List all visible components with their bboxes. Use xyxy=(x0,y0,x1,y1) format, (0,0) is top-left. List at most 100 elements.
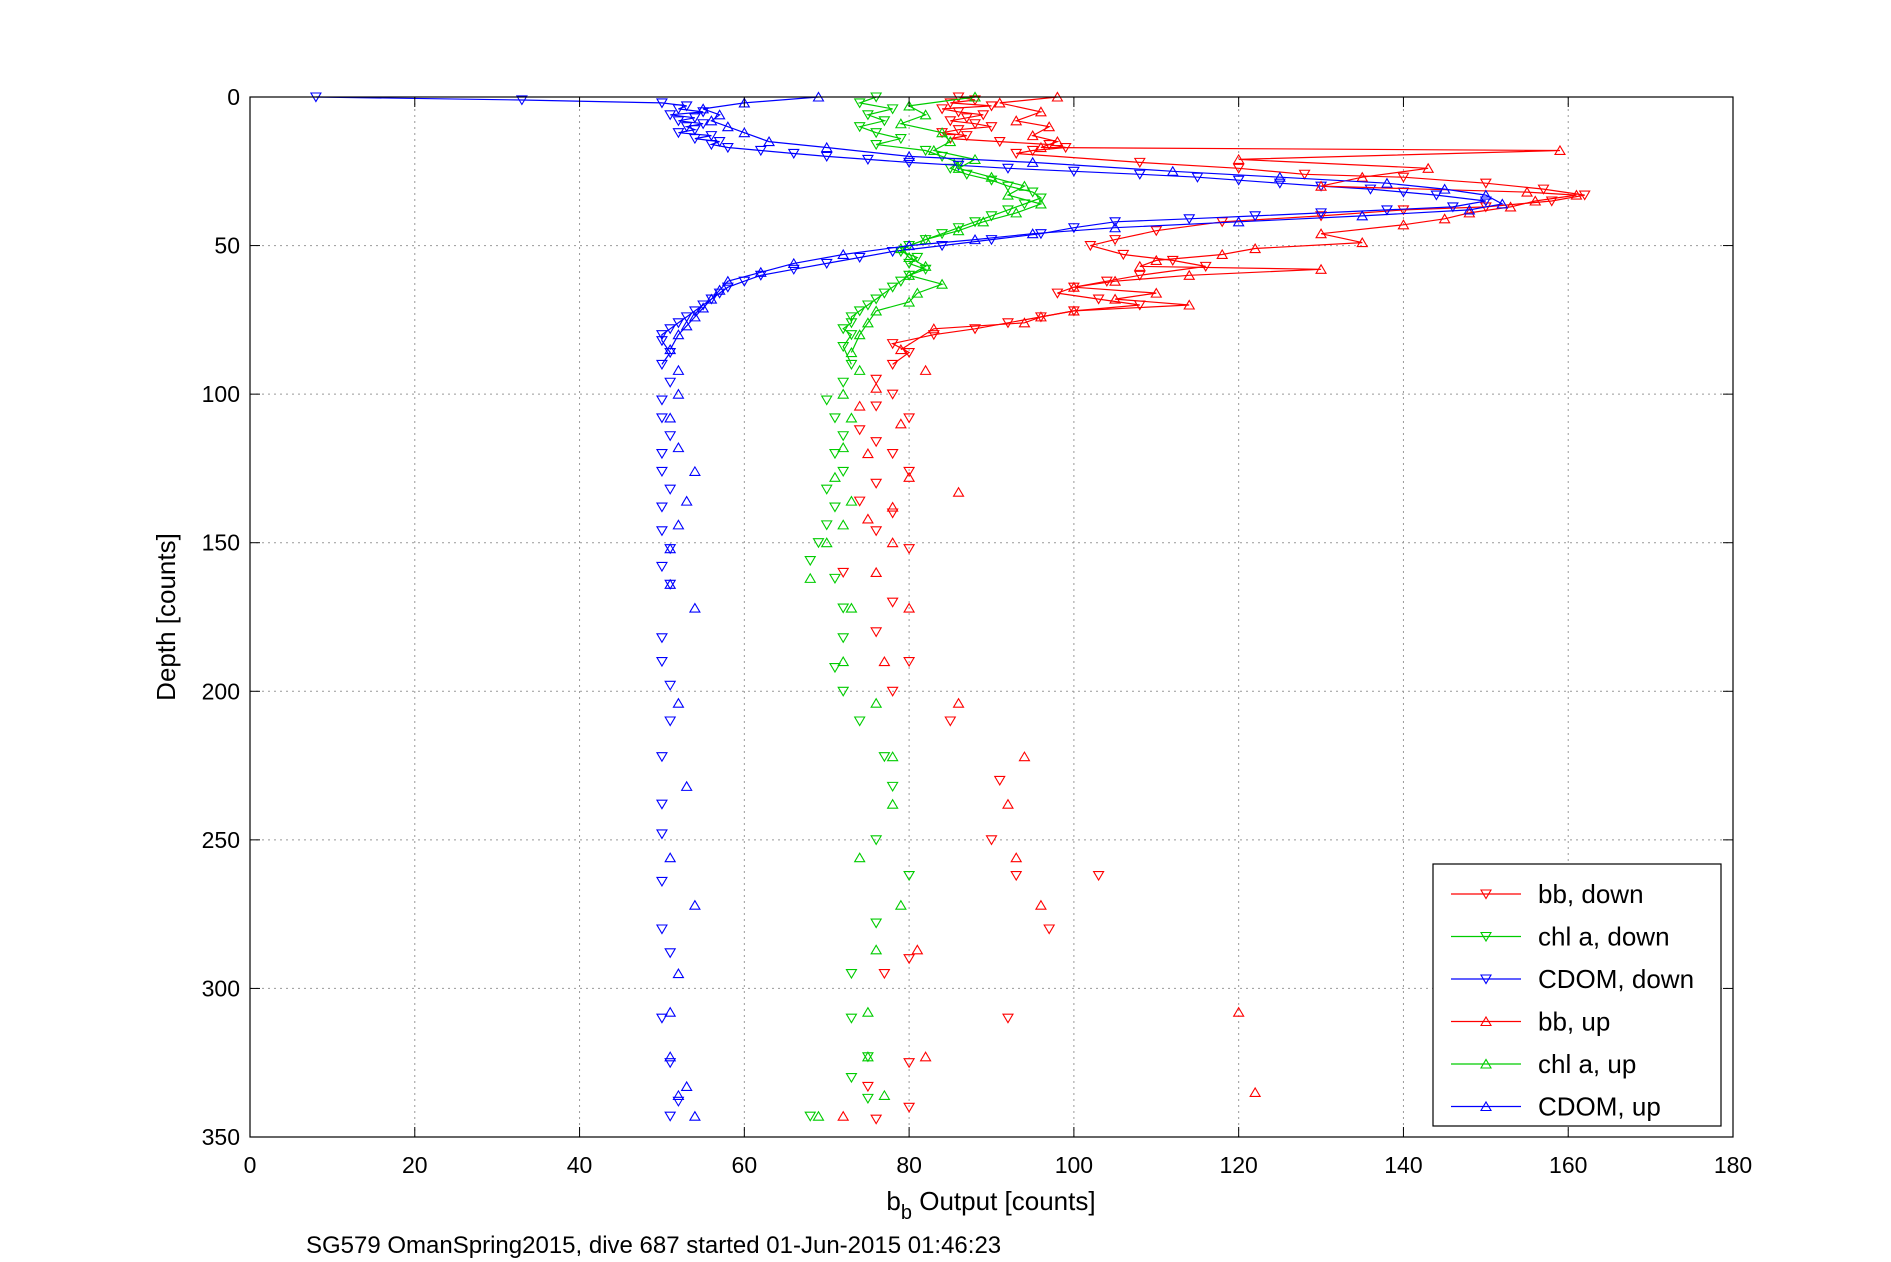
data-point xyxy=(1018,180,1031,191)
data-point xyxy=(861,513,874,524)
data-point xyxy=(927,144,940,156)
data-point xyxy=(664,680,677,691)
data-point xyxy=(1002,189,1014,200)
data-point xyxy=(1067,281,1080,292)
data-point xyxy=(903,1058,916,1069)
legend-label: CDOM, up xyxy=(1538,1092,1661,1122)
data-point xyxy=(845,969,858,980)
y-tick-label: 350 xyxy=(202,1124,240,1150)
plot-frame xyxy=(249,96,1734,1138)
data-point xyxy=(927,330,940,341)
data-point xyxy=(870,526,883,537)
legend-marker xyxy=(1480,931,1492,943)
data-point xyxy=(894,242,907,254)
data-point xyxy=(870,697,883,708)
data-point xyxy=(870,478,883,489)
data-point xyxy=(870,305,883,316)
data-point xyxy=(911,287,924,298)
data-point xyxy=(1150,226,1163,237)
data-point xyxy=(1397,205,1410,216)
series-line-chl-a-down xyxy=(842,96,1043,365)
data-point xyxy=(944,135,957,147)
data-point xyxy=(993,137,1006,148)
data-point xyxy=(903,251,916,263)
series-line-cdom-up xyxy=(669,96,1505,350)
data-point xyxy=(886,751,899,762)
data-point xyxy=(680,495,693,506)
data-point xyxy=(664,716,677,727)
data-point xyxy=(1010,115,1023,126)
data-point xyxy=(1018,317,1031,328)
data-point xyxy=(845,1073,858,1084)
data-point xyxy=(1315,211,1328,222)
data-point xyxy=(969,217,981,228)
data-point xyxy=(878,288,891,299)
data-point xyxy=(1438,213,1451,224)
data-point xyxy=(878,116,891,127)
data-point xyxy=(655,466,668,477)
data-point xyxy=(1554,144,1566,156)
data-point xyxy=(655,752,668,763)
data-point xyxy=(820,484,833,495)
data-point xyxy=(944,116,957,127)
legend-marker xyxy=(1480,974,1492,985)
data-point xyxy=(655,1013,668,1024)
data-point xyxy=(837,377,850,388)
data-point xyxy=(1026,228,1039,239)
data-point xyxy=(927,323,940,334)
y-tick-label: 200 xyxy=(202,678,240,704)
data-point xyxy=(870,401,883,412)
legend-label: chl a, down xyxy=(1538,922,1670,952)
data-point xyxy=(1521,186,1533,197)
data-point xyxy=(1463,204,1476,215)
data-point xyxy=(894,343,907,355)
data-point xyxy=(1356,210,1369,221)
data-point xyxy=(853,252,866,264)
data-point xyxy=(894,276,907,287)
legend-label: chl a, up xyxy=(1538,1049,1636,1079)
data-point xyxy=(903,657,916,668)
data-point xyxy=(1026,145,1039,157)
data-point xyxy=(688,899,701,910)
data-point xyxy=(655,526,668,537)
data-point xyxy=(664,412,677,423)
data-point xyxy=(969,119,981,130)
data-point xyxy=(903,413,916,424)
data-point xyxy=(861,1093,874,1104)
data-point xyxy=(655,924,668,935)
data-point xyxy=(952,223,965,234)
data-point xyxy=(664,431,677,442)
data-point xyxy=(878,1089,891,1100)
legend-marker xyxy=(1480,1100,1492,1112)
x-tick-label: 140 xyxy=(1384,1152,1422,1178)
data-point xyxy=(1438,183,1451,194)
data-point xyxy=(1463,207,1476,218)
data-point xyxy=(705,293,718,304)
data-point xyxy=(985,101,998,112)
data-point xyxy=(1529,195,1542,206)
data-point xyxy=(754,270,767,281)
data-point xyxy=(993,775,1006,787)
data-point xyxy=(664,110,677,121)
data-point xyxy=(870,627,883,638)
data-point xyxy=(1002,163,1014,174)
data-point xyxy=(853,496,866,507)
data-point xyxy=(804,572,817,583)
data-point xyxy=(853,364,866,375)
data-point xyxy=(655,449,668,460)
data-point xyxy=(1034,106,1047,117)
data-point xyxy=(1504,201,1517,212)
data-point xyxy=(952,162,965,173)
data-point xyxy=(903,870,916,882)
data-point xyxy=(1537,184,1550,195)
data-point xyxy=(886,537,899,548)
data-point xyxy=(1002,1013,1014,1024)
data-point xyxy=(655,633,668,644)
data-point xyxy=(697,119,710,130)
data-point xyxy=(903,602,916,613)
data-point xyxy=(1315,263,1328,274)
data-point xyxy=(672,442,685,453)
data-point xyxy=(664,1111,677,1122)
data-point xyxy=(952,160,965,171)
x-axis-label-rest: Output [counts] xyxy=(912,1186,1096,1216)
